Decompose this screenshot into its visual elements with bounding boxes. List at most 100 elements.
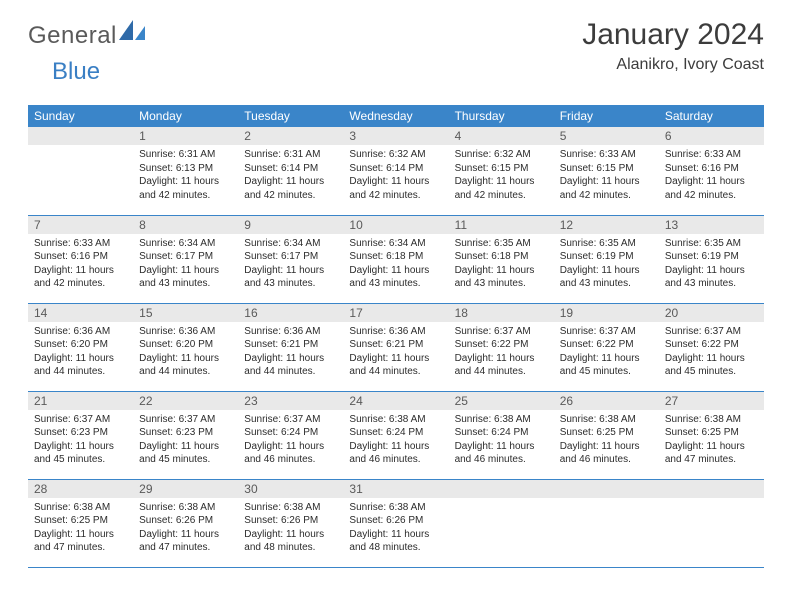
calendar-day: 23Sunrise: 6:37 AMSunset: 6:24 PMDayligh… (238, 391, 343, 479)
day-content: Sunrise: 6:35 AMSunset: 6:18 PMDaylight:… (449, 234, 554, 297)
calendar-day: 16Sunrise: 6:36 AMSunset: 6:21 PMDayligh… (238, 303, 343, 391)
day-number: 20 (659, 304, 764, 322)
day-number: 16 (238, 304, 343, 322)
weekday-header: Saturday (659, 105, 764, 127)
calendar-day: 11Sunrise: 6:35 AMSunset: 6:18 PMDayligh… (449, 215, 554, 303)
calendar-day-empty (28, 127, 133, 215)
day-number: 4 (449, 127, 554, 145)
calendar-table: SundayMondayTuesdayWednesdayThursdayFrid… (28, 105, 764, 568)
day-content: Sunrise: 6:37 AMSunset: 6:23 PMDaylight:… (133, 410, 238, 473)
calendar-day: 13Sunrise: 6:35 AMSunset: 6:19 PMDayligh… (659, 215, 764, 303)
day-content: Sunrise: 6:32 AMSunset: 6:14 PMDaylight:… (343, 145, 448, 208)
day-content: Sunrise: 6:37 AMSunset: 6:23 PMDaylight:… (28, 410, 133, 473)
day-content: Sunrise: 6:35 AMSunset: 6:19 PMDaylight:… (554, 234, 659, 297)
calendar-day: 6Sunrise: 6:33 AMSunset: 6:16 PMDaylight… (659, 127, 764, 215)
day-content: Sunrise: 6:38 AMSunset: 6:24 PMDaylight:… (343, 410, 448, 473)
calendar-day: 19Sunrise: 6:37 AMSunset: 6:22 PMDayligh… (554, 303, 659, 391)
day-content: Sunrise: 6:31 AMSunset: 6:13 PMDaylight:… (133, 145, 238, 208)
weekday-header: Tuesday (238, 105, 343, 127)
day-number: 9 (238, 216, 343, 234)
day-number: 24 (343, 392, 448, 410)
location: Alanikro, Ivory Coast (582, 56, 764, 74)
day-content: Sunrise: 6:37 AMSunset: 6:22 PMDaylight:… (449, 322, 554, 385)
weekday-header-row: SundayMondayTuesdayWednesdayThursdayFrid… (28, 105, 764, 127)
calendar-day: 9Sunrise: 6:34 AMSunset: 6:17 PMDaylight… (238, 215, 343, 303)
day-number: 19 (554, 304, 659, 322)
weekday-header: Friday (554, 105, 659, 127)
day-content: Sunrise: 6:37 AMSunset: 6:22 PMDaylight:… (554, 322, 659, 385)
day-content: Sunrise: 6:38 AMSunset: 6:24 PMDaylight:… (449, 410, 554, 473)
day-number: 13 (659, 216, 764, 234)
day-content: Sunrise: 6:34 AMSunset: 6:17 PMDaylight:… (238, 234, 343, 297)
day-number: 22 (133, 392, 238, 410)
calendar-day: 21Sunrise: 6:37 AMSunset: 6:23 PMDayligh… (28, 391, 133, 479)
calendar-row: 28Sunrise: 6:38 AMSunset: 6:25 PMDayligh… (28, 479, 764, 567)
calendar-day: 4Sunrise: 6:32 AMSunset: 6:15 PMDaylight… (449, 127, 554, 215)
weekday-header: Wednesday (343, 105, 448, 127)
calendar-day: 26Sunrise: 6:38 AMSunset: 6:25 PMDayligh… (554, 391, 659, 479)
day-number: 27 (659, 392, 764, 410)
month-title: January 2024 (582, 18, 764, 52)
calendar-day: 7Sunrise: 6:33 AMSunset: 6:16 PMDaylight… (28, 215, 133, 303)
day-number: 1 (133, 127, 238, 145)
calendar-day-empty (449, 479, 554, 567)
calendar-day: 5Sunrise: 6:33 AMSunset: 6:15 PMDaylight… (554, 127, 659, 215)
day-number (659, 480, 764, 498)
day-content: Sunrise: 6:33 AMSunset: 6:16 PMDaylight:… (28, 234, 133, 297)
day-number: 15 (133, 304, 238, 322)
calendar-day: 10Sunrise: 6:34 AMSunset: 6:18 PMDayligh… (343, 215, 448, 303)
calendar-day: 18Sunrise: 6:37 AMSunset: 6:22 PMDayligh… (449, 303, 554, 391)
header-right: January 2024 Alanikro, Ivory Coast (582, 18, 764, 74)
calendar-day: 17Sunrise: 6:36 AMSunset: 6:21 PMDayligh… (343, 303, 448, 391)
day-number: 3 (343, 127, 448, 145)
day-content: Sunrise: 6:33 AMSunset: 6:15 PMDaylight:… (554, 145, 659, 208)
calendar-row: 7Sunrise: 6:33 AMSunset: 6:16 PMDaylight… (28, 215, 764, 303)
calendar-day: 12Sunrise: 6:35 AMSunset: 6:19 PMDayligh… (554, 215, 659, 303)
day-number: 17 (343, 304, 448, 322)
calendar-day: 3Sunrise: 6:32 AMSunset: 6:14 PMDaylight… (343, 127, 448, 215)
day-content: Sunrise: 6:32 AMSunset: 6:15 PMDaylight:… (449, 145, 554, 208)
day-number: 12 (554, 216, 659, 234)
day-content: Sunrise: 6:33 AMSunset: 6:16 PMDaylight:… (659, 145, 764, 208)
day-content: Sunrise: 6:38 AMSunset: 6:26 PMDaylight:… (238, 498, 343, 561)
sail-icon (119, 20, 145, 45)
day-content: Sunrise: 6:38 AMSunset: 6:26 PMDaylight:… (343, 498, 448, 561)
calendar-day: 20Sunrise: 6:37 AMSunset: 6:22 PMDayligh… (659, 303, 764, 391)
day-number: 31 (343, 480, 448, 498)
calendar-day: 2Sunrise: 6:31 AMSunset: 6:14 PMDaylight… (238, 127, 343, 215)
calendar-row: 14Sunrise: 6:36 AMSunset: 6:20 PMDayligh… (28, 303, 764, 391)
calendar-day: 30Sunrise: 6:38 AMSunset: 6:26 PMDayligh… (238, 479, 343, 567)
day-content: Sunrise: 6:35 AMSunset: 6:19 PMDaylight:… (659, 234, 764, 297)
day-number: 5 (554, 127, 659, 145)
day-content: Sunrise: 6:36 AMSunset: 6:21 PMDaylight:… (238, 322, 343, 385)
day-number (449, 480, 554, 498)
day-number (554, 480, 659, 498)
day-content: Sunrise: 6:38 AMSunset: 6:25 PMDaylight:… (28, 498, 133, 561)
calendar-day: 8Sunrise: 6:34 AMSunset: 6:17 PMDaylight… (133, 215, 238, 303)
day-content: Sunrise: 6:34 AMSunset: 6:18 PMDaylight:… (343, 234, 448, 297)
calendar-day: 14Sunrise: 6:36 AMSunset: 6:20 PMDayligh… (28, 303, 133, 391)
calendar-day: 24Sunrise: 6:38 AMSunset: 6:24 PMDayligh… (343, 391, 448, 479)
calendar-day: 25Sunrise: 6:38 AMSunset: 6:24 PMDayligh… (449, 391, 554, 479)
weekday-header: Sunday (28, 105, 133, 127)
calendar-day: 1Sunrise: 6:31 AMSunset: 6:13 PMDaylight… (133, 127, 238, 215)
day-number: 6 (659, 127, 764, 145)
calendar-day: 28Sunrise: 6:38 AMSunset: 6:25 PMDayligh… (28, 479, 133, 567)
day-content: Sunrise: 6:36 AMSunset: 6:21 PMDaylight:… (343, 322, 448, 385)
calendar-row: 21Sunrise: 6:37 AMSunset: 6:23 PMDayligh… (28, 391, 764, 479)
brand-text-blue: Blue (52, 58, 100, 86)
day-number: 25 (449, 392, 554, 410)
day-number: 14 (28, 304, 133, 322)
day-number: 2 (238, 127, 343, 145)
day-content: Sunrise: 6:31 AMSunset: 6:14 PMDaylight:… (238, 145, 343, 208)
calendar-day: 29Sunrise: 6:38 AMSunset: 6:26 PMDayligh… (133, 479, 238, 567)
day-content: Sunrise: 6:38 AMSunset: 6:26 PMDaylight:… (133, 498, 238, 561)
day-number: 28 (28, 480, 133, 498)
day-number (28, 127, 133, 145)
day-content: Sunrise: 6:36 AMSunset: 6:20 PMDaylight:… (133, 322, 238, 385)
day-number: 26 (554, 392, 659, 410)
day-content: Sunrise: 6:36 AMSunset: 6:20 PMDaylight:… (28, 322, 133, 385)
weekday-header: Monday (133, 105, 238, 127)
day-number: 30 (238, 480, 343, 498)
calendar-day-empty (554, 479, 659, 567)
